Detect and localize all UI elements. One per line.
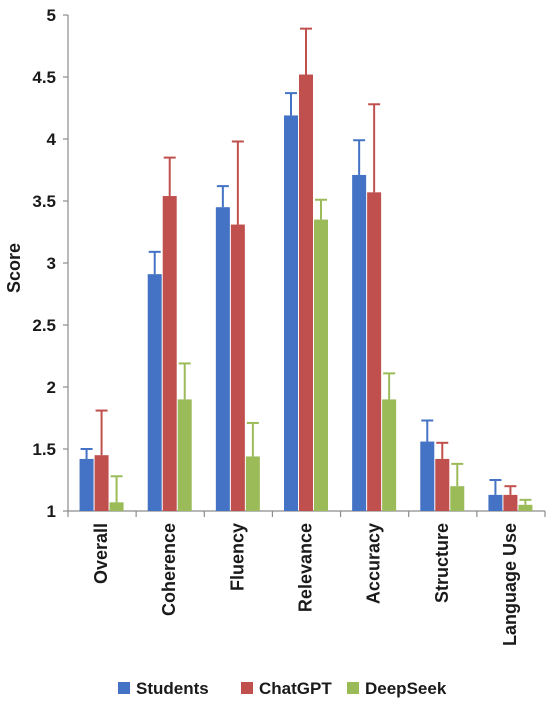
legend-swatch-deepseek — [347, 682, 359, 694]
bar-students — [215, 207, 230, 511]
legend-swatch-students — [118, 682, 130, 694]
bar-students — [147, 274, 162, 511]
category-label: Structure — [432, 523, 452, 603]
legend-label-chatgpt: ChatGPT — [259, 679, 332, 698]
bar-chatgpt — [230, 224, 245, 511]
bar-students — [420, 441, 435, 511]
error-bars — [80, 27, 532, 505]
y-axis-title: Score — [4, 243, 24, 293]
category-label: Relevance — [296, 523, 316, 612]
legend-label-deepseek: DeepSeek — [365, 679, 447, 698]
y-tick-label: 4.5 — [32, 68, 56, 87]
y-tick-labels: 1 1.5 2 2.5 3 3.5 4 4.5 5 — [32, 6, 56, 521]
bar-students — [352, 174, 367, 511]
legend: Students ChatGPT DeepSeek — [118, 679, 447, 698]
legend-label-students: Students — [136, 679, 209, 698]
y-tick-label: 5 — [47, 6, 56, 25]
bar-deepseek — [518, 504, 533, 511]
bars — [79, 74, 533, 512]
bar-students — [79, 458, 94, 511]
legend-swatch-chatgpt — [241, 682, 253, 694]
y-tick-label: 1 — [47, 502, 56, 521]
y-tick-label: 1.5 — [32, 440, 56, 459]
category-label: Coherence — [159, 523, 179, 616]
category-label: Fluency — [227, 523, 247, 591]
bar-chatgpt — [435, 458, 450, 511]
bar-deepseek — [314, 219, 328, 511]
y-tick-label: 2 — [47, 378, 56, 397]
bar-chatgpt — [94, 455, 109, 511]
bar-students — [488, 494, 503, 511]
axes — [63, 14, 546, 517]
bar-chatgpt — [367, 192, 382, 511]
bar-deepseek — [450, 486, 465, 511]
category-label: Language Use — [500, 523, 520, 646]
bar-deepseek — [109, 502, 124, 511]
y-tick-label: 3.5 — [32, 192, 56, 211]
category-label: Accuracy — [364, 523, 384, 604]
category-label: Overall — [91, 523, 111, 584]
y-tick-label: 4 — [47, 130, 57, 149]
bar-chatgpt — [299, 74, 313, 512]
bar-students — [284, 115, 298, 511]
bar-chatgpt — [503, 494, 518, 511]
category-labels: Overall Coherence Fluency Relevance Accuracy… — [91, 523, 520, 646]
bar-deepseek — [382, 399, 397, 511]
bar-deepseek — [177, 399, 192, 511]
y-tick-label: 3 — [47, 254, 56, 273]
bar-chatgpt — [162, 196, 177, 512]
y-tick-label: 2.5 — [32, 316, 56, 335]
bar-deepseek — [245, 456, 260, 511]
